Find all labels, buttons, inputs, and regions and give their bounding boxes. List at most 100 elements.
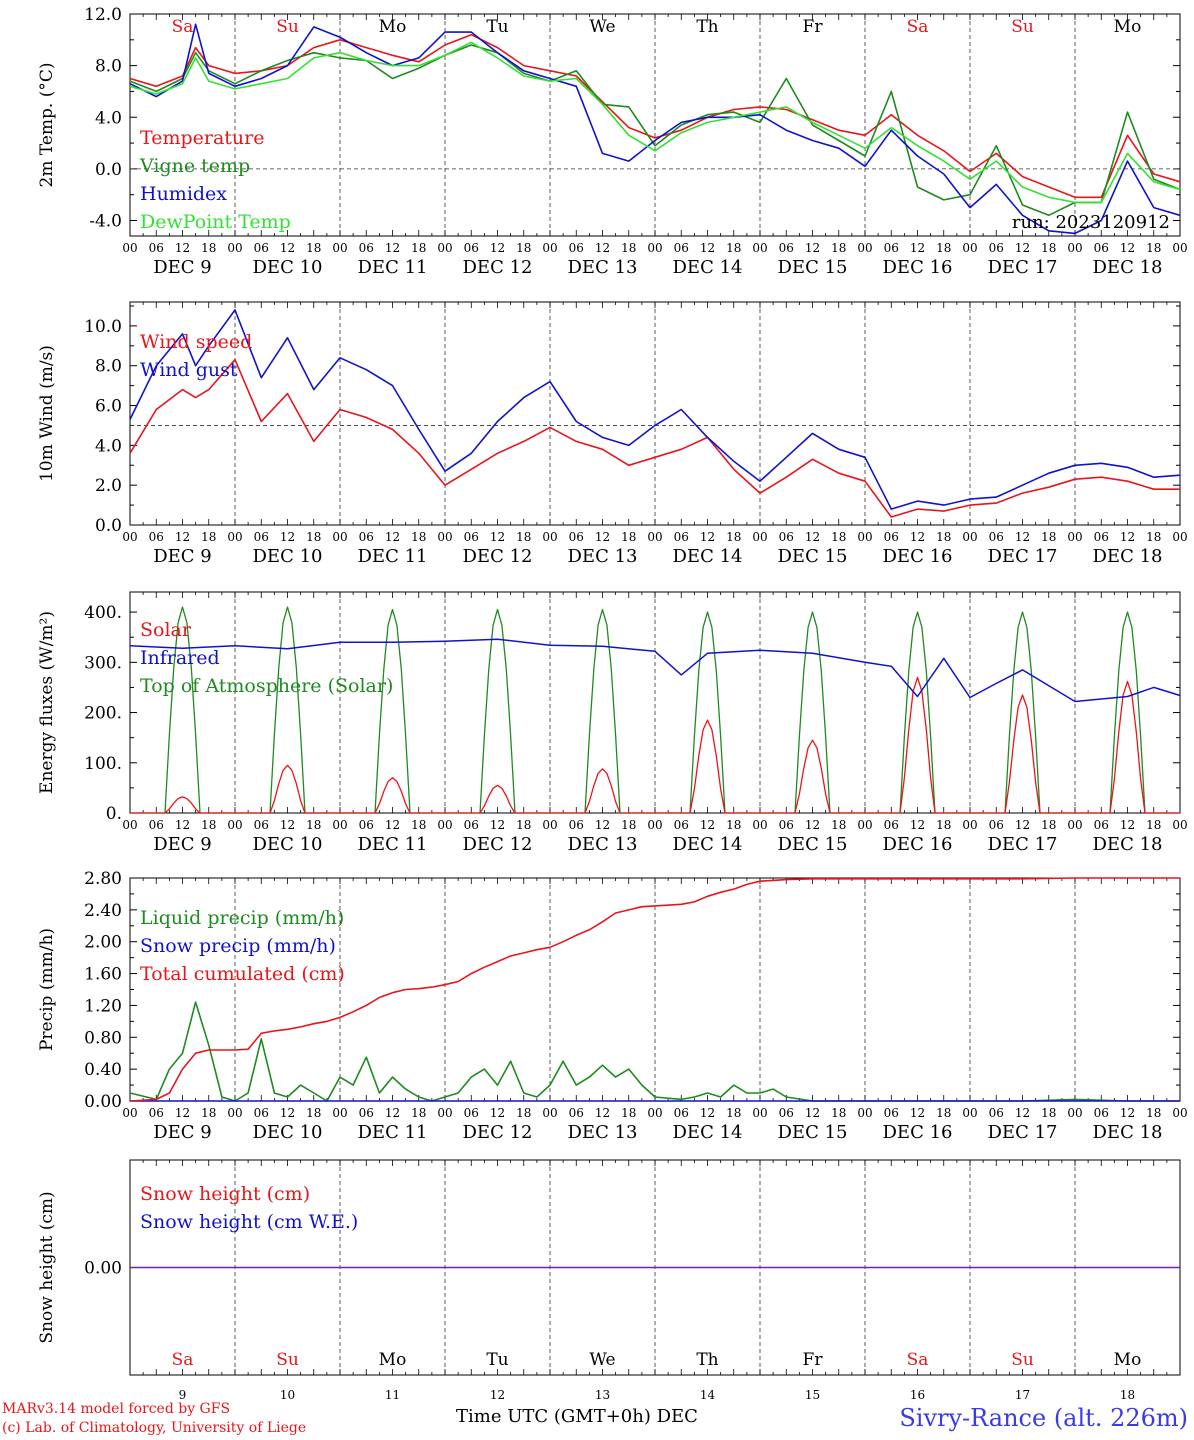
series-solar [130, 676, 1180, 814]
day-label: DEC 14 [673, 257, 743, 278]
day-label: DEC 18 [1093, 546, 1163, 567]
series-liquid-precip-mm-h [129, 1001, 1180, 1102]
panel-precip: Precip (mm/h) 0.00 0.40 0.80 1.20 1.60 2.00 2.4… [37, 869, 1188, 1143]
weekday-label: Su [276, 1350, 299, 1370]
hour-tick-label: 00 [857, 241, 872, 255]
y-tick-label: 0.80 [84, 1028, 122, 1048]
y-axis-label: 10m Wind (m/s) [37, 345, 57, 482]
y-tick-label: 8.0 [95, 57, 122, 77]
day-label: DEC 16 [883, 1122, 953, 1143]
legend-entry: Wind speed [140, 331, 252, 353]
hour-tick-label: 12 [910, 818, 925, 832]
day-label: DEC 17 [988, 1122, 1058, 1143]
series-infrared [129, 638, 1181, 703]
hour-tick-label: 18 [831, 818, 846, 832]
y-tick-label: 200. [84, 704, 122, 724]
hour-tick-label: 06 [674, 530, 689, 544]
hour-tick-label: 18 [621, 1106, 636, 1120]
day-number: 17 [1015, 1388, 1030, 1402]
hour-tick-label: 00 [122, 530, 137, 544]
hour-tick-label: 00 [857, 530, 872, 544]
hour-tick-label: 00 [1067, 1106, 1082, 1120]
series-wind-speed [129, 358, 1180, 518]
series-vigne-temp [129, 44, 1181, 217]
hour-tick-label: 18 [831, 530, 846, 544]
hour-tick-label: 00 [752, 530, 767, 544]
y-tick-label: 10.0 [84, 317, 122, 337]
hour-tick-label: 18 [516, 1106, 531, 1120]
time-axis-label: Time UTC (GMT+0h) DEC [456, 1406, 698, 1427]
hour-tick-label: 06 [884, 530, 899, 544]
day-label: DEC 18 [1093, 834, 1163, 855]
y-axis-label: Snow height (cm) [37, 1191, 57, 1343]
hour-tick-label: 00 [227, 530, 242, 544]
hour-tick-label: 06 [674, 1106, 689, 1120]
y-tick-label: 4.0 [95, 436, 122, 456]
day-label: DEC 10 [253, 1122, 323, 1143]
hour-tick-label: 12 [490, 530, 505, 544]
hour-tick-label: 00 [332, 530, 347, 544]
hour-tick-label: 00 [332, 241, 347, 255]
hour-tick-label: 12 [280, 1106, 295, 1120]
day-label: DEC 18 [1093, 1122, 1163, 1143]
day-label: DEC 13 [568, 834, 638, 855]
hour-tick-label: 12 [1015, 1106, 1030, 1120]
hour-tick-label: 06 [359, 530, 374, 544]
day-label: DEC 10 [253, 546, 323, 567]
y-tick-label: 0. [106, 804, 122, 824]
legend-entry: Infrared [140, 647, 220, 669]
hour-tick-label: 18 [621, 818, 636, 832]
hour-tick-label: 00 [1172, 1106, 1187, 1120]
hour-tick-label: 00 [542, 1106, 557, 1120]
weekday-label: Mo [1114, 17, 1142, 37]
panel-wind: 10m Wind (m/s) 0.0 2.0 4.0 6.0 8.0 10.0 00 06 12 1… [37, 301, 1188, 567]
hour-tick-label: 18 [621, 530, 636, 544]
hour-tick-label: 12 [280, 530, 295, 544]
hour-tick-label: 12 [385, 241, 400, 255]
hour-tick-label: 06 [569, 241, 584, 255]
day-number: 16 [910, 1388, 925, 1402]
day-label: DEC 16 [883, 546, 953, 567]
legend-entry: Total cumulated (cm) [140, 963, 345, 985]
day-number: 12 [490, 1388, 505, 1402]
hour-tick-label: 00 [962, 530, 977, 544]
hour-tick-label: 12 [280, 241, 295, 255]
y-axis-label: Precip (mm/h) [37, 928, 57, 1051]
day-label: DEC 14 [673, 546, 743, 567]
hour-tick-label: 06 [254, 530, 269, 544]
day-label: DEC 18 [1093, 257, 1163, 278]
hour-tick-label: 12 [490, 241, 505, 255]
y-tick-label: -4.0 [89, 212, 122, 232]
legend-entry: Snow height (cm W.E.) [140, 1211, 358, 1233]
hour-tick-label: 18 [411, 241, 426, 255]
hour-tick-label: 18 [1041, 530, 1056, 544]
hour-tick-label: 00 [437, 530, 452, 544]
day-label: DEC 9 [153, 1122, 212, 1143]
hour-tick-label: 06 [464, 241, 479, 255]
weekday-label: We [589, 17, 615, 37]
weekday-label: Su [276, 17, 299, 37]
weekday-label: Sa [907, 17, 929, 37]
hour-tick-label: 00 [227, 818, 242, 832]
weekday-label: Fr [803, 1350, 824, 1370]
day-label: DEC 17 [988, 257, 1058, 278]
hour-tick-label: 06 [989, 530, 1004, 544]
weekday-label: Sa [172, 17, 194, 37]
hour-tick-label: 06 [464, 530, 479, 544]
day-label: DEC 11 [358, 546, 428, 567]
day-label: DEC 11 [358, 834, 428, 855]
day-label: DEC 13 [568, 546, 638, 567]
hour-tick-label: 06 [254, 818, 269, 832]
hour-tick-label: 06 [464, 1106, 479, 1120]
hour-tick-label: 00 [332, 818, 347, 832]
hour-tick-label: 18 [516, 530, 531, 544]
hour-tick-label: 00 [122, 1106, 137, 1120]
hour-tick-label: 06 [569, 530, 584, 544]
hour-tick-label: 12 [1015, 241, 1030, 255]
y-tick-label: 0.0 [95, 516, 122, 536]
hour-tick-label: 18 [936, 1106, 951, 1120]
hour-tick-label: 18 [726, 241, 741, 255]
hour-tick-label: 00 [647, 241, 662, 255]
legend-entry: DewPoint Temp [140, 211, 291, 233]
